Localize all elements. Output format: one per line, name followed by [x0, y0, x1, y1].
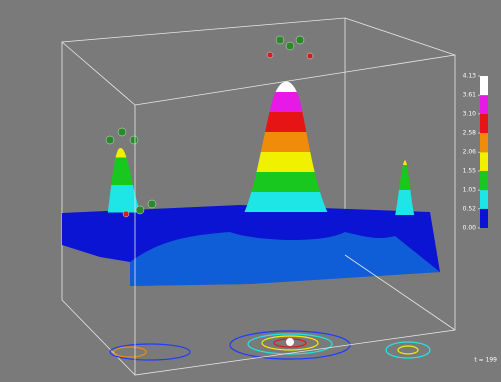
- colorbar-tick-label: 1.03: [463, 187, 477, 194]
- colorbar-tick-label: 0.00: [463, 225, 477, 232]
- page: 0.00 0.52 1.03 1.55 2.06 2.58 3.10 3.61 4.13 t =…: [0, 0, 501, 382]
- colorbar-tick-label: 1.55: [463, 167, 477, 174]
- colorbar-tick-label: 2.58: [463, 130, 477, 137]
- colorbar-band: [480, 114, 488, 133]
- colorbar-band: [480, 76, 488, 95]
- colorbar-tick-label: 4.13: [463, 73, 477, 80]
- colorbar-band: [480, 152, 488, 171]
- colorbar-band: [480, 171, 488, 190]
- colorbar-band: [480, 95, 488, 114]
- annotation: t = 199: [474, 357, 497, 364]
- colorbar: 0.00 0.52 1.03 1.55 2.06 2.58 3.10 3.61 4.13: [463, 73, 488, 232]
- background: [0, 0, 501, 382]
- chart: 0.00 0.52 1.03 1.55 2.06 2.58 3.10 3.61 4.13 t =…: [0, 0, 501, 382]
- colorbar-tick-label: 3.61: [463, 92, 477, 99]
- colorbar-tick-label: 3.10: [463, 110, 477, 117]
- colorbar-tick-label: 0.52: [463, 205, 477, 212]
- colorbar-band: [480, 190, 488, 209]
- colorbar-band: [480, 133, 488, 152]
- colorbar-tick-label: 2.06: [463, 149, 477, 156]
- colorbar-band: [480, 209, 488, 228]
